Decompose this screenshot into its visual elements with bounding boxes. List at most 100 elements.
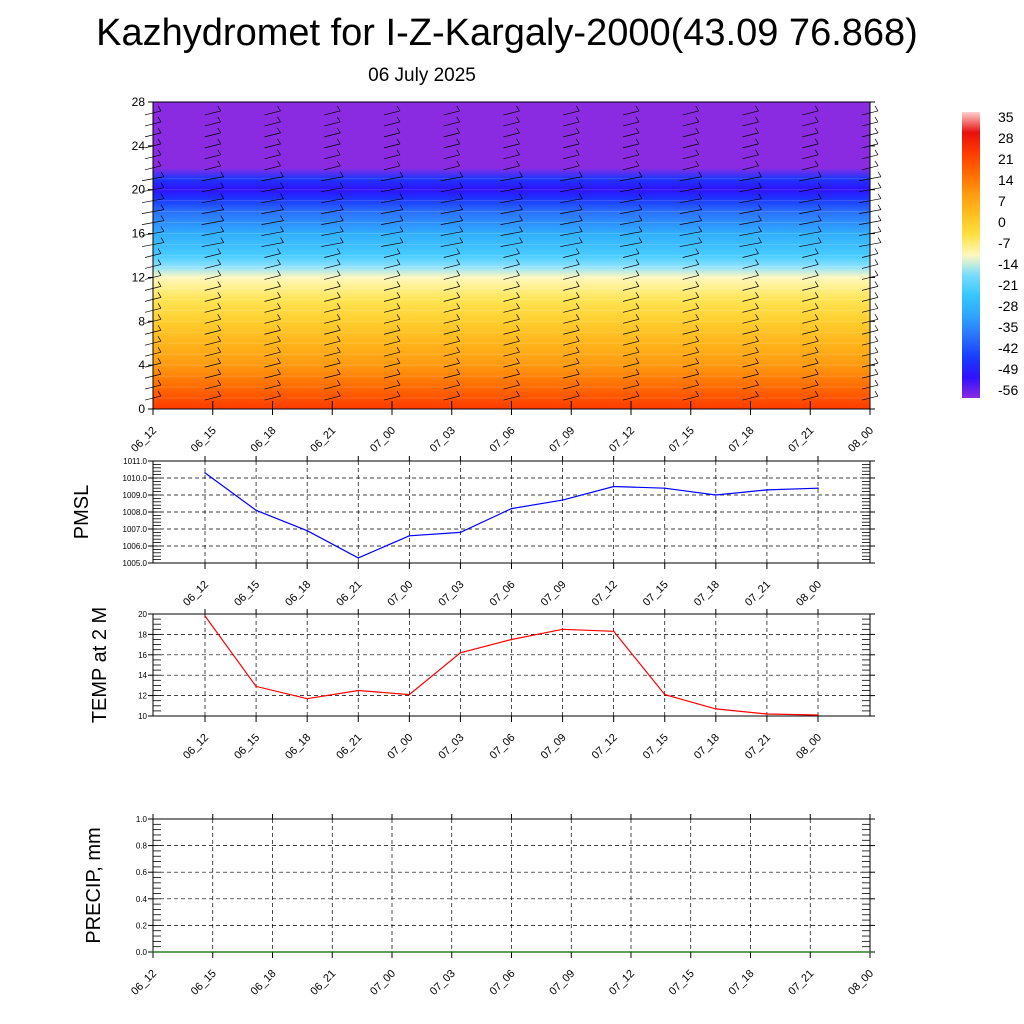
x-tick-label: 07_21 [743,732,773,762]
y-tick-label: 8 [138,314,145,328]
wind-barb-flag [456,325,461,331]
wind-barb [383,110,401,116]
wind-barb-flag [459,215,464,221]
data-point [663,693,666,696]
wind-barb-flag [575,281,580,287]
wind-barb [503,275,520,280]
wind-barb [321,242,344,247]
wind-barb-flag [157,390,162,397]
wind-barb-flag [396,303,401,309]
wind-barb-flag [638,204,643,210]
wind-barb-flag [396,127,401,134]
wind-barb-flag [519,182,523,188]
wind-barb [682,384,699,390]
wind-barb-flag [516,160,520,166]
wind-barb-flag [217,292,222,298]
wind-barb-flag [157,138,162,145]
wind-barb-flag [456,116,461,123]
wind-barb [802,154,819,160]
wind-barb-flag [635,303,640,309]
wind-barb [503,286,520,291]
wind-barb-flag [758,226,762,232]
colorbar-label: 21 [998,151,1014,167]
wind-barb-flag [519,204,523,210]
wind-barb-flag [635,368,640,375]
y-tick-label: 0.4 [136,895,148,904]
wind-barb-flag [277,281,281,287]
wind-barb [742,318,759,324]
wind-barb-flag [814,116,819,123]
colorbar-strip [962,112,980,398]
wind-barb [622,329,640,335]
wind-barb [264,362,281,368]
wind-barb [204,253,221,258]
wind-barb [682,373,699,379]
wind-barb-flag [396,390,401,397]
wind-barb [443,362,460,368]
wind-barb-flag [280,226,284,232]
wind-barb-flag [217,325,222,331]
wind-barb-flag [396,357,401,364]
wind-barb [443,297,460,302]
wind-barb-flag [758,182,762,188]
x-tick-label: 06_21 [334,732,364,762]
wind-barb-flag [516,138,520,145]
wind-barb-flag [456,248,461,254]
wind-barb-flag [755,248,759,254]
wind-barb [324,165,341,171]
wind-barb [682,329,699,335]
wind-barb-flag [877,215,882,221]
wind-barb [622,340,640,346]
wind-barb [383,253,401,258]
wind-barb [321,231,344,236]
x-tick-label: 06_12 [129,968,159,998]
wind-barb [682,297,699,302]
x-tick-label: 06_21 [308,425,338,455]
wind-barb-flag [217,346,222,353]
wind-barb [500,209,523,214]
wind-barb-flag [396,281,401,287]
wind-barb-flag [695,314,700,320]
wind-barb [440,198,463,204]
y-tick-label: 16 [132,227,146,241]
wind-barb-flag [874,127,879,134]
wind-barb-flag [277,248,281,254]
y-tick-label: 1006.0 [123,542,148,551]
data-point [817,487,819,490]
wind-barb-flag [516,336,520,342]
y-tick-label: 0 [138,402,145,416]
colorbar-label: -28 [998,298,1018,314]
wind-barb-flag [635,116,640,123]
wind-barb [563,351,580,357]
wind-barb-flag [336,149,341,156]
y-tick-label: 1005.0 [123,559,148,568]
wind-barb [264,384,281,390]
wind-barb [742,395,759,401]
colorbar-label: -56 [998,382,1018,398]
wind-barb [443,329,460,335]
wind-barb [622,286,640,291]
wind-barb [742,362,759,368]
wind-barb-flag [277,127,281,134]
wind-barb [503,143,520,149]
x-tick-label: 07_18 [727,968,757,998]
wind-barb [443,286,460,291]
wind-barb [204,121,221,127]
wind-barb [802,318,819,324]
wind-barb [500,220,523,225]
wind-barb-flag [399,193,404,199]
wind-barb-flag [277,160,281,166]
wind-barb [802,286,819,291]
wind-barb-flag [698,171,703,177]
wind-barb-flag [336,292,341,298]
wind-barb-flag [758,237,762,243]
wind-barb [503,121,520,127]
wind-barb-flag [695,303,700,309]
data-point [408,535,411,537]
wind-barb [440,176,463,182]
wind-barb [443,143,460,149]
wind-barb-flag [157,346,162,353]
wind-barb [742,297,759,302]
wind-barb-flag [695,346,700,353]
wind-barb [563,110,580,116]
